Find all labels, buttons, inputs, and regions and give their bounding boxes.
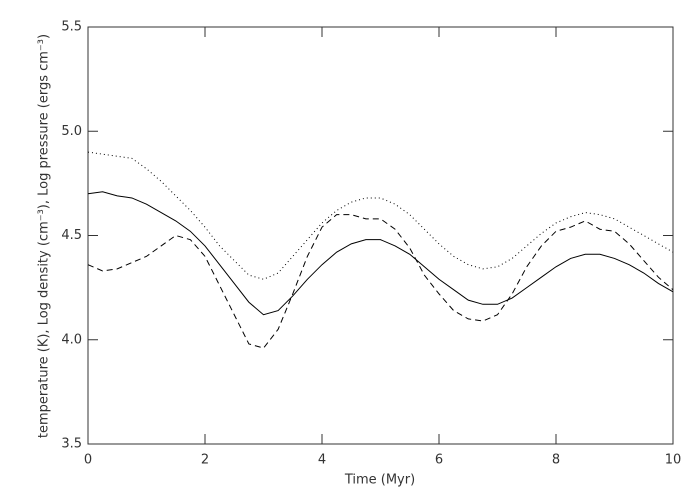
x-tick-label: 4	[318, 453, 326, 468]
y-tick-label: 4.5	[61, 228, 82, 243]
y-tick-label: 3.5	[61, 437, 82, 452]
data-line	[87, 151, 674, 280]
x-tick-label: 0	[84, 453, 92, 468]
x-tick-label: 2	[201, 453, 209, 468]
y-tick-label: 4.0	[61, 332, 82, 347]
plot-frame	[87, 26, 674, 445]
x-tick-label: 6	[435, 453, 443, 468]
y-tick-label: 5.0	[61, 124, 82, 139]
y-axis-label: temperature (K), Log density (cm⁻³), Log…	[37, 34, 52, 438]
y-tick-label: 5.5	[61, 20, 82, 35]
data-line	[87, 191, 674, 316]
x-tick-label: 8	[552, 453, 560, 468]
data-line	[87, 214, 674, 349]
x-axis-label: Time (Myr)	[344, 473, 415, 488]
x-tick-label: 10	[665, 453, 682, 468]
